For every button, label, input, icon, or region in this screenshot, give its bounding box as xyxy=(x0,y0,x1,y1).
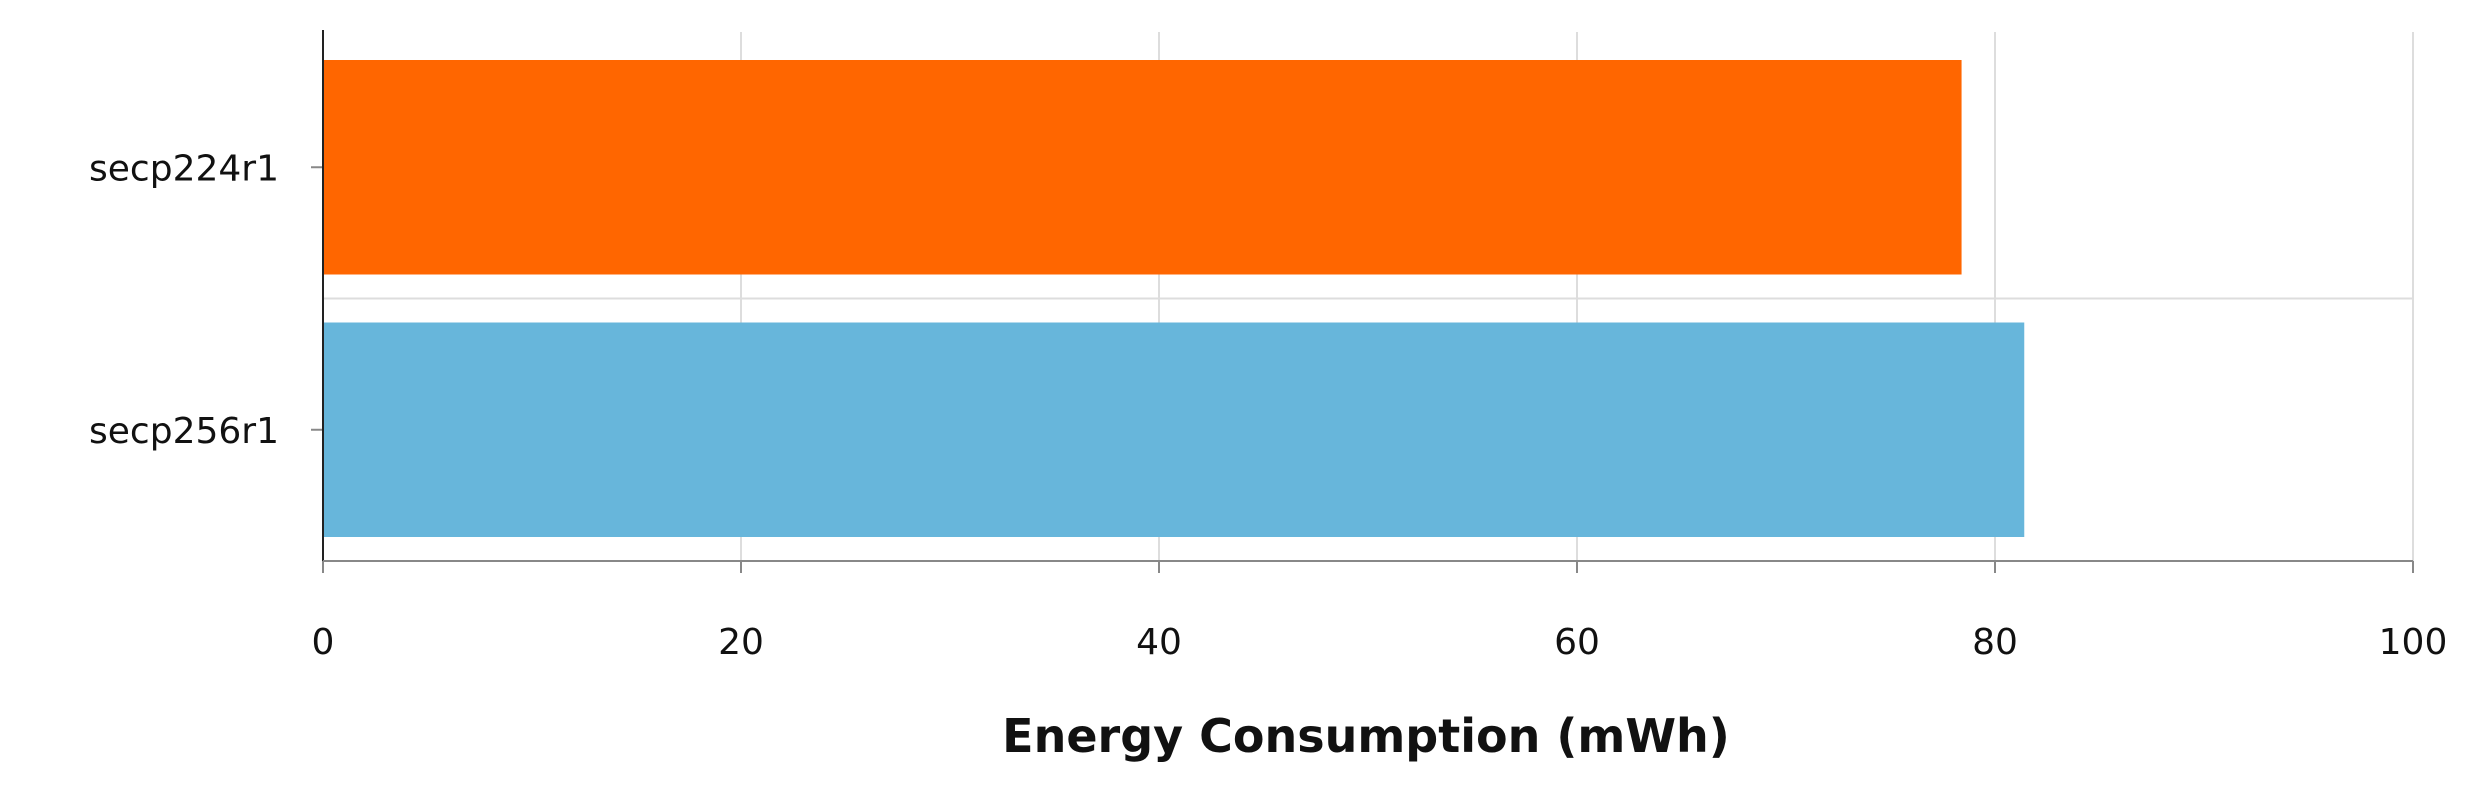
x-axis-title: Energy Consumption (mWh) xyxy=(1002,709,1730,763)
x-tick-label: 20 xyxy=(718,622,764,663)
y-tick-label: secp224r1 xyxy=(89,148,279,189)
axes xyxy=(311,30,2414,573)
x-tick-label: 40 xyxy=(1136,622,1182,663)
x-tick-label: 60 xyxy=(1554,622,1600,663)
bars xyxy=(323,60,2025,537)
bar-secp256r1 xyxy=(323,322,2025,537)
x-tick-label: 0 xyxy=(312,622,335,663)
x-tick-label: 100 xyxy=(2379,622,2448,663)
y-tick-label: secp256r1 xyxy=(89,411,279,452)
x-tick-label: 80 xyxy=(1972,622,2018,663)
bar-secp224r1 xyxy=(323,60,1962,275)
tick-labels: 0 20 40 60 80 100 secp224r1 secp256r1 xyxy=(89,148,2447,663)
